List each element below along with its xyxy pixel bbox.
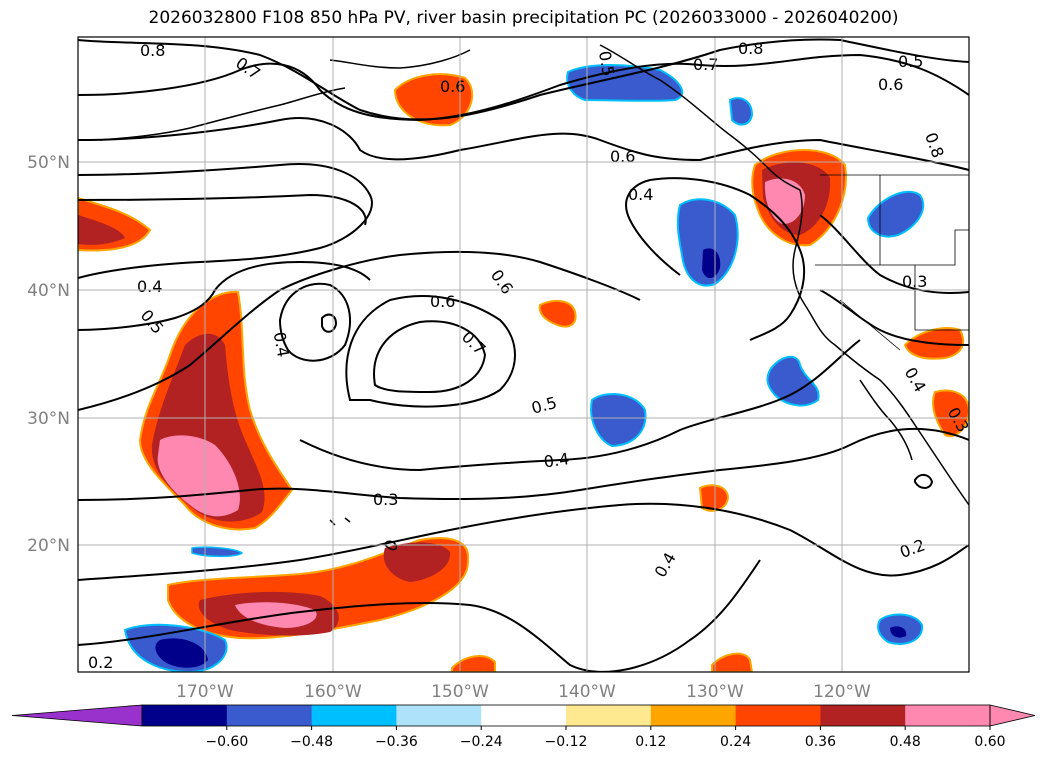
precip-negative-gulf-alaska [566, 64, 754, 126]
colorbar-tick-label: 0.12 [635, 734, 666, 750]
precip-positive-small-1 [538, 299, 577, 328]
colorbar-segment [820, 705, 906, 726]
colorbar-segment [396, 705, 482, 726]
colorbar-extend-min [11, 704, 143, 727]
gridlines [78, 37, 969, 672]
colorbar-tick-label: −0.48 [290, 734, 333, 750]
precip-positive-bottom-1 [451, 655, 496, 672]
latitude-labels: 50°N 40°N 30°N 20°N [27, 153, 70, 556]
colorbar-tick-label: −0.36 [375, 734, 418, 750]
colorbar-segment [650, 705, 737, 726]
map-frame [77, 36, 970, 673]
colorbar-tick-label: 0.24 [720, 734, 751, 750]
lon-label: 120°W [813, 682, 871, 702]
precip-positive-mexico [932, 389, 969, 438]
precip-negative-interior [866, 190, 925, 238]
contour-label: 0.6 [878, 75, 903, 94]
coastlines [99, 44, 969, 551]
pv-contours [78, 38, 969, 672]
political-borders [815, 174, 969, 351]
colorbar-tick-label: 0.60 [974, 734, 1005, 750]
colorbar-tick-label: −0.60 [205, 734, 248, 750]
colorbar-tick-label: 0.48 [890, 734, 921, 750]
lon-label: 160°W [304, 682, 362, 702]
contour-label: 0.2 [88, 653, 113, 672]
lon-label: 140°W [558, 682, 616, 702]
precip-positive-west-edge [78, 196, 152, 252]
longitude-labels: 170°W 160°W 150°W 140°W 130°W 120°W [176, 682, 871, 702]
lon-label: 170°W [176, 682, 234, 702]
colorbar-segment [481, 705, 567, 726]
lat-label: 50°N [27, 153, 70, 173]
contour-label: 0.8 [140, 41, 165, 60]
lat-label: 30°N [27, 409, 70, 429]
colorbar-segment [566, 705, 652, 726]
lat-label: 20°N [27, 536, 70, 556]
precip-negative-socal-offshore [766, 355, 820, 407]
contour-label: 0.4 [270, 330, 293, 358]
contour-label: 0.5 [595, 49, 618, 77]
colorbar: −0.60 −0.48 −0.36 −0.24 −0.12 0.12 0.24 0.36 0.4… [11, 704, 1036, 750]
contour-label: 0.6 [440, 77, 465, 96]
map-title: 2026032800 F108 850 hPa PV, river basin … [148, 8, 899, 28]
precip-positive-pacific-northwest [751, 149, 847, 247]
contour-label: 0.4 [628, 185, 653, 204]
colorbar-segment [142, 705, 228, 726]
colorbar-segment [735, 705, 821, 726]
contour-label: 0.4 [137, 277, 162, 296]
precip-positive-bottom-2 [711, 652, 754, 672]
colorbar-tick-label: −0.24 [460, 734, 503, 750]
contour-label: 0.6 [610, 147, 635, 166]
colorbar-tick-label: −0.12 [545, 734, 588, 750]
precip-positive-north [393, 73, 474, 127]
lon-label: 130°W [686, 682, 744, 702]
precip-positive-plume-west [138, 290, 294, 531]
contour-label: 0.8 [738, 39, 763, 58]
precip-positive-small-2 [698, 484, 730, 512]
contour-label: 0.7 [693, 55, 718, 74]
contour-label: 0.3 [373, 490, 398, 509]
precip-negative-south-central [590, 393, 647, 448]
colorbar-tick-label: 0.36 [805, 734, 836, 750]
colorbar-segment [905, 705, 991, 726]
lat-label: 40°N [27, 281, 70, 301]
colorbar-segment [226, 705, 313, 726]
contour-label: 0.6 [430, 292, 455, 311]
contour-label: 0.4 [543, 449, 571, 471]
contour-label: 0.5 [898, 52, 923, 71]
lon-label: 150°W [431, 682, 489, 702]
colorbar-segment [311, 705, 397, 726]
colorbar-extend-max [989, 704, 1036, 727]
precip-negative-central [676, 198, 739, 287]
